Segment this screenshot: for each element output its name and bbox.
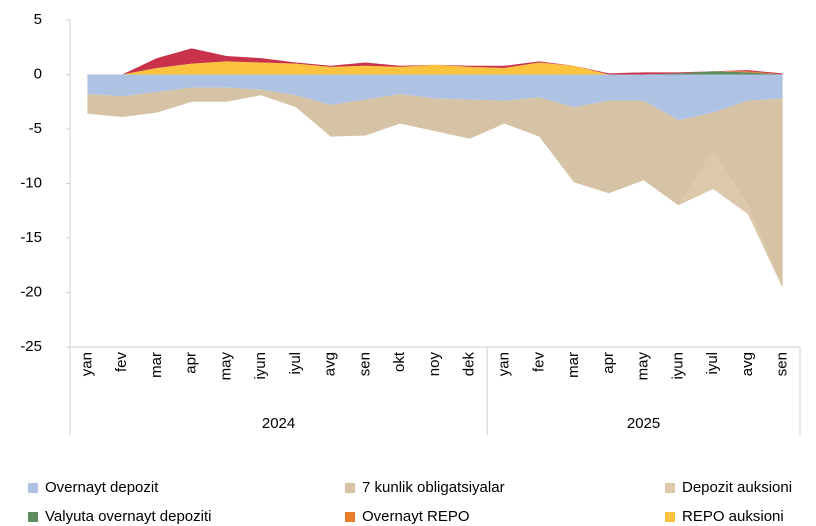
x-tick-label: may <box>217 352 234 381</box>
x-tick-label: okt <box>391 351 408 372</box>
legend-label: Depozit auksioni <box>682 479 792 496</box>
x-tick-label: noy <box>426 352 443 377</box>
legend-swatch <box>345 483 355 493</box>
legend-label: REPO auksioni <box>682 508 784 525</box>
x-tick-label: avg <box>739 352 756 376</box>
x-tick-label: mar <box>148 352 165 378</box>
x-tick-label: may <box>635 352 652 381</box>
y-tick-label: 5 <box>34 11 42 28</box>
legend-swatch <box>345 512 355 522</box>
y-tick-label: -15 <box>20 229 42 246</box>
x-tick-label: yan <box>495 352 512 376</box>
legend-swatch <box>665 483 675 493</box>
legend-swatch <box>28 512 38 522</box>
group-label: 2024 <box>262 415 295 432</box>
y-tick-label: 0 <box>34 65 42 82</box>
y-tick-label: -20 <box>20 283 42 300</box>
y-tick-label: -25 <box>20 338 42 355</box>
legend-swatch <box>28 483 38 493</box>
x-tick-label: fev <box>113 352 130 373</box>
x-tick-label: fev <box>530 352 547 373</box>
legend-swatch <box>665 512 675 522</box>
x-tick-label: apr <box>600 352 617 374</box>
area <box>87 87 783 289</box>
group-label: 2025 <box>627 415 660 432</box>
y-tick-label: -5 <box>29 120 42 137</box>
x-tick-label: iyul <box>704 352 721 375</box>
area <box>87 48 783 75</box>
x-tick-label: iyul <box>287 352 304 375</box>
legend-label: Overnayt depozit <box>45 479 159 496</box>
x-tick-label: iyun <box>252 352 269 380</box>
legend-label: 7 kunlik obligatsiyalar <box>362 479 505 496</box>
x-tick-label: avg <box>322 352 339 376</box>
x-tick-label: yan <box>78 352 95 376</box>
area <box>87 71 783 75</box>
x-tick-label: mar <box>565 352 582 378</box>
area <box>87 61 783 75</box>
legend-label: Overnayt REPO <box>362 508 470 525</box>
area <box>87 74 783 121</box>
x-tick-label: sen <box>356 352 373 376</box>
x-tick-label: apr <box>183 352 200 374</box>
y-tick-label: -10 <box>20 174 42 191</box>
x-tick-label: iyun <box>669 352 686 380</box>
legend-label: Valyuta overnayt depoziti <box>45 508 212 525</box>
x-tick-label: dek <box>461 352 478 377</box>
x-tick-label: sen <box>774 352 791 376</box>
